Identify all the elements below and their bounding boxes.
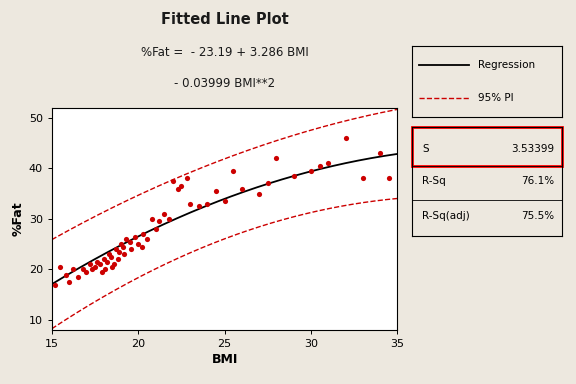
Point — [96, 262, 105, 268]
Y-axis label: %Fat: %Fat — [12, 202, 25, 236]
Point — [160, 211, 169, 217]
Point — [173, 185, 183, 192]
Point — [324, 160, 333, 166]
Point — [315, 163, 324, 169]
Point — [85, 262, 94, 268]
Point — [116, 241, 126, 247]
Point — [165, 216, 174, 222]
Point — [99, 256, 108, 262]
Point — [376, 150, 385, 156]
Point — [106, 254, 115, 260]
Point — [306, 168, 316, 174]
Point — [263, 180, 272, 187]
Point — [51, 281, 60, 288]
Point — [82, 269, 91, 275]
Point — [73, 274, 82, 280]
Point — [97, 269, 107, 275]
Point — [255, 190, 264, 197]
Point — [177, 183, 186, 189]
Point — [108, 264, 117, 270]
Point — [118, 243, 127, 250]
Point — [104, 251, 113, 257]
Text: R-Sq(adj): R-Sq(adj) — [422, 212, 470, 222]
Bar — [412, 127, 562, 166]
Point — [220, 198, 229, 204]
Text: R-Sq: R-Sq — [422, 176, 446, 187]
Point — [78, 266, 88, 273]
Point — [154, 218, 164, 225]
Point — [101, 266, 110, 273]
Point — [185, 200, 195, 207]
Point — [137, 243, 146, 250]
Text: %Fat =  - 23.19 + 3.286 BMI: %Fat = - 23.19 + 3.286 BMI — [141, 46, 309, 59]
Point — [111, 246, 120, 252]
Text: 3.53399: 3.53399 — [511, 144, 554, 154]
Point — [289, 173, 298, 179]
Text: 75.5%: 75.5% — [521, 212, 554, 222]
Point — [211, 188, 221, 194]
Point — [109, 262, 119, 268]
Point — [92, 259, 101, 265]
Point — [115, 249, 124, 255]
Point — [87, 266, 96, 273]
Text: Fitted Line Plot: Fitted Line Plot — [161, 12, 289, 26]
Point — [139, 231, 148, 237]
Point — [142, 236, 151, 242]
Point — [68, 266, 77, 273]
Point — [127, 246, 136, 252]
Point — [147, 216, 157, 222]
Point — [122, 236, 131, 242]
Point — [272, 155, 281, 161]
Point — [358, 175, 367, 182]
Text: - 0.03999 BMI**2: - 0.03999 BMI**2 — [174, 77, 275, 90]
Point — [237, 185, 247, 192]
Point — [61, 271, 70, 278]
Point — [341, 135, 350, 141]
Text: Regression: Regression — [478, 60, 535, 70]
Point — [113, 256, 122, 262]
Text: S: S — [422, 144, 429, 154]
Point — [151, 226, 160, 232]
Point — [168, 178, 177, 184]
X-axis label: BMI: BMI — [211, 353, 238, 366]
Point — [203, 200, 212, 207]
Point — [125, 238, 134, 245]
Point — [103, 259, 112, 265]
Point — [182, 175, 191, 182]
Text: 95% PI: 95% PI — [478, 93, 513, 103]
Point — [384, 175, 393, 182]
Point — [134, 241, 143, 247]
Point — [65, 279, 74, 285]
Point — [90, 264, 100, 270]
Point — [130, 233, 139, 240]
Point — [120, 251, 129, 257]
Point — [229, 168, 238, 174]
Text: 76.1%: 76.1% — [521, 176, 554, 187]
Point — [56, 264, 65, 270]
Point — [194, 203, 203, 209]
